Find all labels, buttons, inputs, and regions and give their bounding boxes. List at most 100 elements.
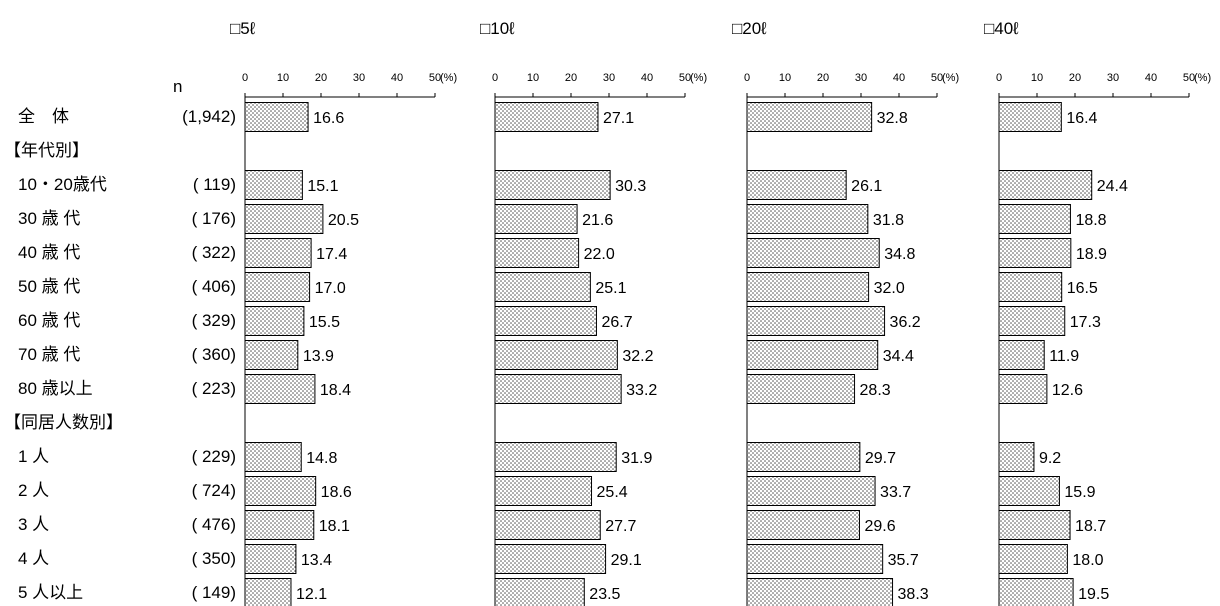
x-tick-label: 20	[1069, 72, 1081, 84]
bar	[244, 340, 299, 370]
bar	[494, 170, 611, 200]
bar	[244, 510, 315, 540]
x-tick-label: 50	[931, 72, 943, 84]
row-label: 10・20歳代	[18, 175, 107, 194]
row-n: ( 223)	[192, 379, 236, 398]
bar	[244, 442, 302, 472]
data-label: 13.9	[303, 348, 334, 365]
data-label: 9.2	[1039, 450, 1061, 467]
data-label: 18.0	[1072, 552, 1103, 569]
bar	[494, 340, 618, 370]
data-label: 22.0	[584, 246, 615, 263]
data-label: 12.1	[296, 586, 327, 603]
x-tick-label: 0	[996, 72, 1002, 84]
row-n: (1,942)	[182, 107, 236, 126]
unit-label: (%)	[690, 72, 707, 84]
bar	[998, 510, 1071, 540]
data-label: 31.9	[621, 450, 652, 467]
x-tick-label: 10	[1031, 72, 1043, 84]
panel-1: □5ℓ 0 10 20 30 40 50(%) 16.6 15.1 20.5 17.4 17.0 15.…	[230, 19, 457, 606]
data-label: 35.7	[888, 552, 919, 569]
data-label: 12.6	[1052, 382, 1083, 399]
bar	[998, 578, 1074, 606]
row-label: 1 人	[18, 447, 49, 466]
bar	[746, 170, 847, 200]
bar	[746, 272, 870, 302]
panels: □5ℓ0 10 20 30 40 50(%)16.615.120.517.417.015.…	[230, 19, 1211, 606]
x-tick-label: 20	[817, 72, 829, 84]
data-label: 26.7	[601, 314, 632, 331]
bar	[746, 306, 886, 336]
bar	[998, 442, 1035, 472]
bar	[746, 544, 884, 574]
bar	[244, 476, 317, 506]
bar	[998, 238, 1072, 268]
bar	[998, 204, 1071, 234]
bar	[998, 306, 1066, 336]
bar	[494, 238, 580, 268]
data-label: 30.3	[615, 178, 646, 195]
row-n: ( 724)	[192, 481, 236, 500]
x-tick-label: 30	[855, 72, 867, 84]
row-label: 60 歳 代	[18, 311, 80, 330]
row-label: 40 歳 代	[18, 243, 80, 262]
data-label: 14.8	[306, 450, 337, 467]
bar	[494, 204, 578, 234]
x-tick-label: 50	[679, 72, 691, 84]
x-tick-label: 40	[1145, 72, 1157, 84]
bar	[746, 578, 894, 606]
data-label: 16.5	[1067, 280, 1098, 297]
row-n: ( 322)	[192, 243, 236, 262]
bar	[998, 102, 1062, 132]
row-label: 80 歳以上	[18, 379, 93, 398]
data-label: 16.4	[1066, 110, 1097, 127]
row-n: ( 119)	[193, 175, 236, 194]
data-label: 18.4	[320, 382, 351, 399]
data-label: 15.5	[309, 314, 340, 331]
data-label: 20.5	[328, 212, 359, 229]
x-tick-label: 40	[391, 72, 403, 84]
data-label: 17.3	[1070, 314, 1101, 331]
bar	[244, 578, 292, 606]
x-tick-label: 40	[893, 72, 905, 84]
data-label: 24.4	[1097, 178, 1128, 195]
row-label: 全 体	[18, 107, 69, 126]
bar	[244, 238, 312, 268]
data-label: 17.0	[315, 280, 346, 297]
panel-4: □40ℓ 0 10 20 30 40 50(%) 16.4 24.4 18.8 18.9 16.5 17…	[984, 19, 1211, 606]
row-n: ( 329)	[192, 311, 236, 330]
data-label: 27.1	[603, 110, 634, 127]
bar	[494, 544, 607, 574]
bar	[998, 272, 1063, 302]
row-label: 5 人以上	[18, 583, 83, 602]
x-tick-label: 0	[242, 72, 248, 84]
group-header: 【同居人数別】	[4, 413, 123, 432]
group-header: 【年代別】	[4, 141, 89, 160]
x-tick-label: 0	[744, 72, 750, 84]
data-label: 16.6	[313, 110, 344, 127]
bar	[494, 442, 617, 472]
data-label: 33.7	[880, 484, 911, 501]
bar	[746, 204, 869, 234]
row-label: 50 歳 代	[18, 277, 80, 296]
data-label: 34.8	[884, 246, 915, 263]
bar	[244, 374, 316, 404]
data-label: 25.1	[595, 280, 626, 297]
bar	[494, 102, 599, 132]
unit-label: (%)	[440, 72, 457, 84]
panel-3: □20ℓ 0 10 20 30 40 50(%) 32.8 26.1 31.8 34.8 32.0 36…	[732, 19, 959, 606]
data-label: 29.7	[865, 450, 896, 467]
row-n: ( 360)	[192, 345, 236, 364]
data-label: 18.7	[1075, 518, 1106, 535]
panel-title: □40ℓ	[984, 19, 1019, 38]
data-label: 21.6	[582, 212, 613, 229]
bar	[746, 238, 880, 268]
x-tick-label: 50	[429, 72, 441, 84]
x-tick-label: 10	[527, 72, 539, 84]
row-n: ( 229)	[192, 447, 236, 466]
unit-label: (%)	[942, 72, 959, 84]
data-label: 25.4	[597, 484, 628, 501]
data-label: 28.3	[860, 382, 891, 399]
data-label: 33.2	[626, 382, 657, 399]
row-label: 70 歳 代	[18, 345, 80, 364]
